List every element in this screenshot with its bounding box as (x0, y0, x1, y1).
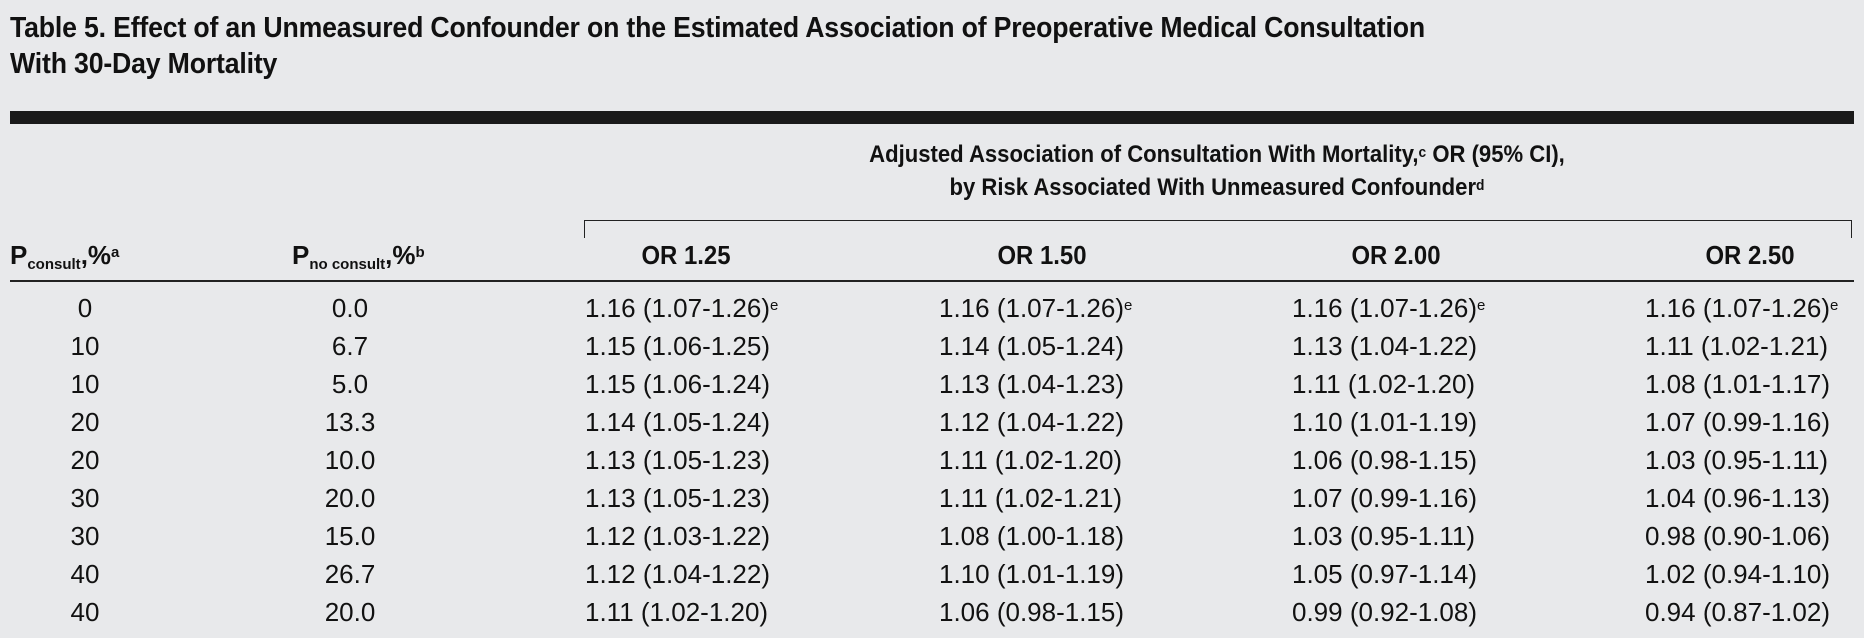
cell-or-2-50: 0.94 (0.87-1.02) (1645, 597, 1831, 627)
cell-or-2-00: 0.99 (0.92-1.08) (1292, 597, 1478, 627)
cell-p-consult: 30 (70, 483, 100, 513)
table-row: 10 6.7 1.15 (1.06-1.25) 1.14 (1.05-1.24)… (0, 327, 1864, 365)
table-title-line-2: With 30-Day Mortality (10, 48, 278, 80)
cell-or-2-00: 1.06 (0.98-1.15) (1292, 445, 1478, 475)
cell-or-2-00: 1.13 (1.04-1.22) (1292, 331, 1478, 361)
cell-or-2-00: 1.11 (1.02-1.20) (1292, 369, 1476, 399)
p-no-consult-unit: ,% (385, 240, 416, 270)
cell-p-no-consult: 0.0 (331, 293, 369, 323)
cell-or-1-50: 1.10 (1.01-1.19) (939, 559, 1125, 589)
cell-p-consult: 0 (77, 293, 93, 323)
spanner-line-2-text: by Risk Associated With Unmeasured Confo… (949, 174, 1477, 201)
column-header-or-1-25: OR 1.25 (641, 240, 731, 270)
cell-or-1-25: 1.13 (1.05-1.23) (585, 445, 771, 475)
table-row: 0 0.0 1.16 (1.07-1.26)e 1.16 (1.07-1.26)… (0, 289, 1864, 327)
table-top-rule (10, 111, 1854, 124)
cell-p-no-consult: 20.0 (324, 597, 376, 627)
cell-or-1-25: 1.14 (1.05-1.24) (585, 407, 771, 437)
cell-or-2-00: 1.05 (0.97-1.14) (1292, 559, 1478, 589)
cell-or-1-25: 1.11 (1.02-1.20) (585, 597, 769, 627)
cell-or-2-00: 1.07 (0.99-1.16) (1292, 483, 1478, 513)
cell-p-consult: 10 (70, 369, 100, 399)
cell-or-1-50: 1.08 (1.00-1.18) (939, 521, 1125, 551)
cell-p-no-consult: 13.3 (324, 407, 376, 437)
cell-p-consult: 30 (70, 521, 100, 551)
cell-or-1-50: 1.11 (1.02-1.20) (939, 445, 1123, 475)
cell-or-1-25: 1.15 (1.06-1.25) (585, 331, 771, 361)
cell-p-no-consult: 20.0 (324, 483, 376, 513)
cell-or-1-25: 1.12 (1.03-1.22) (585, 521, 771, 551)
cell-or-2-50: 1.11 (1.02-1.21) (1645, 331, 1829, 361)
cell-or-2-50: 1.16 (1.07-1.26)e (1645, 289, 1838, 327)
cell-or-2-50: 1.02 (0.94-1.10) (1645, 559, 1831, 589)
cell-or-1-50: 1.11 (1.02-1.21) (939, 483, 1123, 513)
cell-or-1-50-value: 1.16 (1.07-1.26) (939, 293, 1125, 323)
cell-p-no-consult: 15.0 (324, 521, 376, 551)
cell-or-2-50-value: 1.16 (1.07-1.26) (1645, 293, 1831, 323)
column-header-p-consult: Pconsult,%a (10, 240, 119, 280)
footnote-a-marker: a (111, 244, 120, 261)
cell-p-consult: 20 (70, 445, 100, 475)
p-consult-subscript: consult (27, 256, 81, 273)
cell-or-1-25-value: 1.16 (1.07-1.26) (585, 293, 771, 323)
table-row: 40 20.0 1.11 (1.02-1.20) 1.06 (0.98-1.15… (0, 593, 1864, 631)
cell-p-consult: 20 (70, 407, 100, 437)
footnote-c-marker: c (1418, 144, 1427, 161)
table-row: 30 20.0 1.13 (1.05-1.23) 1.11 (1.02-1.21… (0, 479, 1864, 517)
p-no-consult-main: P (292, 240, 310, 270)
p-consult-main: P (10, 240, 28, 270)
cell-or-1-25: 1.13 (1.05-1.23) (585, 483, 771, 513)
cell-or-1-50: 1.13 (1.04-1.23) (939, 369, 1125, 399)
spanner-line-1-tail: OR (95% CI), (1426, 141, 1565, 168)
cell-p-no-consult: 6.7 (331, 331, 369, 361)
cell-or-1-50: 1.12 (1.04-1.22) (939, 407, 1125, 437)
footnote-e-marker: e (770, 297, 779, 314)
footnote-e-marker: e (1124, 297, 1133, 314)
cell-or-2-50: 1.07 (0.99-1.16) (1645, 407, 1831, 437)
table-row: 10 5.0 1.15 (1.06-1.24) 1.13 (1.04-1.23)… (0, 365, 1864, 403)
cell-or-1-25: 1.15 (1.06-1.24) (585, 369, 771, 399)
footnote-b-marker: b (415, 244, 425, 261)
cell-or-2-50: 1.08 (1.01-1.17) (1645, 369, 1831, 399)
column-header-p-no-consult: Pno consult,%b (292, 240, 425, 280)
cell-or-2-50: 0.98 (0.90-1.06) (1645, 521, 1831, 551)
table-row: 20 10.0 1.13 (1.05-1.23) 1.11 (1.02-1.20… (0, 441, 1864, 479)
cell-or-1-25: 1.12 (1.04-1.22) (585, 559, 771, 589)
cell-p-no-consult: 5.0 (331, 369, 369, 399)
spanner-bracket (584, 220, 1852, 238)
spanner-line-1: Adjusted Association of Consultation Wit… (633, 138, 1801, 171)
column-header-or-1-50: OR 1.50 (997, 240, 1087, 270)
cell-or-2-50: 1.04 (0.96-1.13) (1645, 483, 1831, 513)
cell-or-1-50: 1.16 (1.07-1.26)e (939, 289, 1132, 327)
cell-p-no-consult: 26.7 (324, 559, 376, 589)
cell-p-consult: 40 (70, 597, 100, 627)
table-row: 40 26.7 1.12 (1.04-1.22) 1.10 (1.01-1.19… (0, 555, 1864, 593)
table-row: 20 13.3 1.14 (1.05-1.24) 1.12 (1.04-1.22… (0, 403, 1864, 441)
p-consult-unit: ,% (80, 240, 112, 270)
cell-p-consult: 40 (70, 559, 100, 589)
header-rule (10, 280, 1854, 282)
cell-or-1-25: 1.16 (1.07-1.26)e (585, 289, 778, 327)
column-header-or-2-00: OR 2.00 (1351, 240, 1441, 270)
cell-p-consult: 10 (70, 331, 100, 361)
spanner-line-2: by Risk Associated With Unmeasured Confo… (633, 171, 1801, 204)
column-header-or-2-50: OR 2.50 (1705, 240, 1795, 270)
cell-or-2-50: 1.03 (0.95-1.11) (1645, 445, 1829, 475)
cell-or-2-00-value: 1.16 (1.07-1.26) (1292, 293, 1478, 323)
table-row: 30 15.0 1.12 (1.03-1.22) 1.08 (1.00-1.18… (0, 517, 1864, 555)
p-no-consult-subscript: no consult (309, 256, 386, 273)
table-title: Table 5. Effect of an Unmeasured Confoun… (10, 10, 1703, 82)
cell-or-2-00: 1.03 (0.95-1.11) (1292, 521, 1476, 551)
cell-p-no-consult: 10.0 (324, 445, 376, 475)
cell-or-1-50: 1.14 (1.05-1.24) (939, 331, 1125, 361)
footnote-e-marker: e (1477, 297, 1486, 314)
footnote-e-marker: e (1830, 297, 1839, 314)
cell-or-1-50: 1.06 (0.98-1.15) (939, 597, 1125, 627)
cell-or-2-00: 1.16 (1.07-1.26)e (1292, 289, 1485, 327)
cell-or-2-00: 1.10 (1.01-1.19) (1292, 407, 1478, 437)
footnote-d-marker: d (1476, 177, 1485, 194)
table-title-line-1: Table 5. Effect of an Unmeasured Confoun… (10, 12, 1425, 44)
column-spanner-heading: Adjusted Association of Consultation Wit… (633, 138, 1801, 204)
spanner-line-1-text: Adjusted Association of Consultation Wit… (869, 141, 1419, 168)
